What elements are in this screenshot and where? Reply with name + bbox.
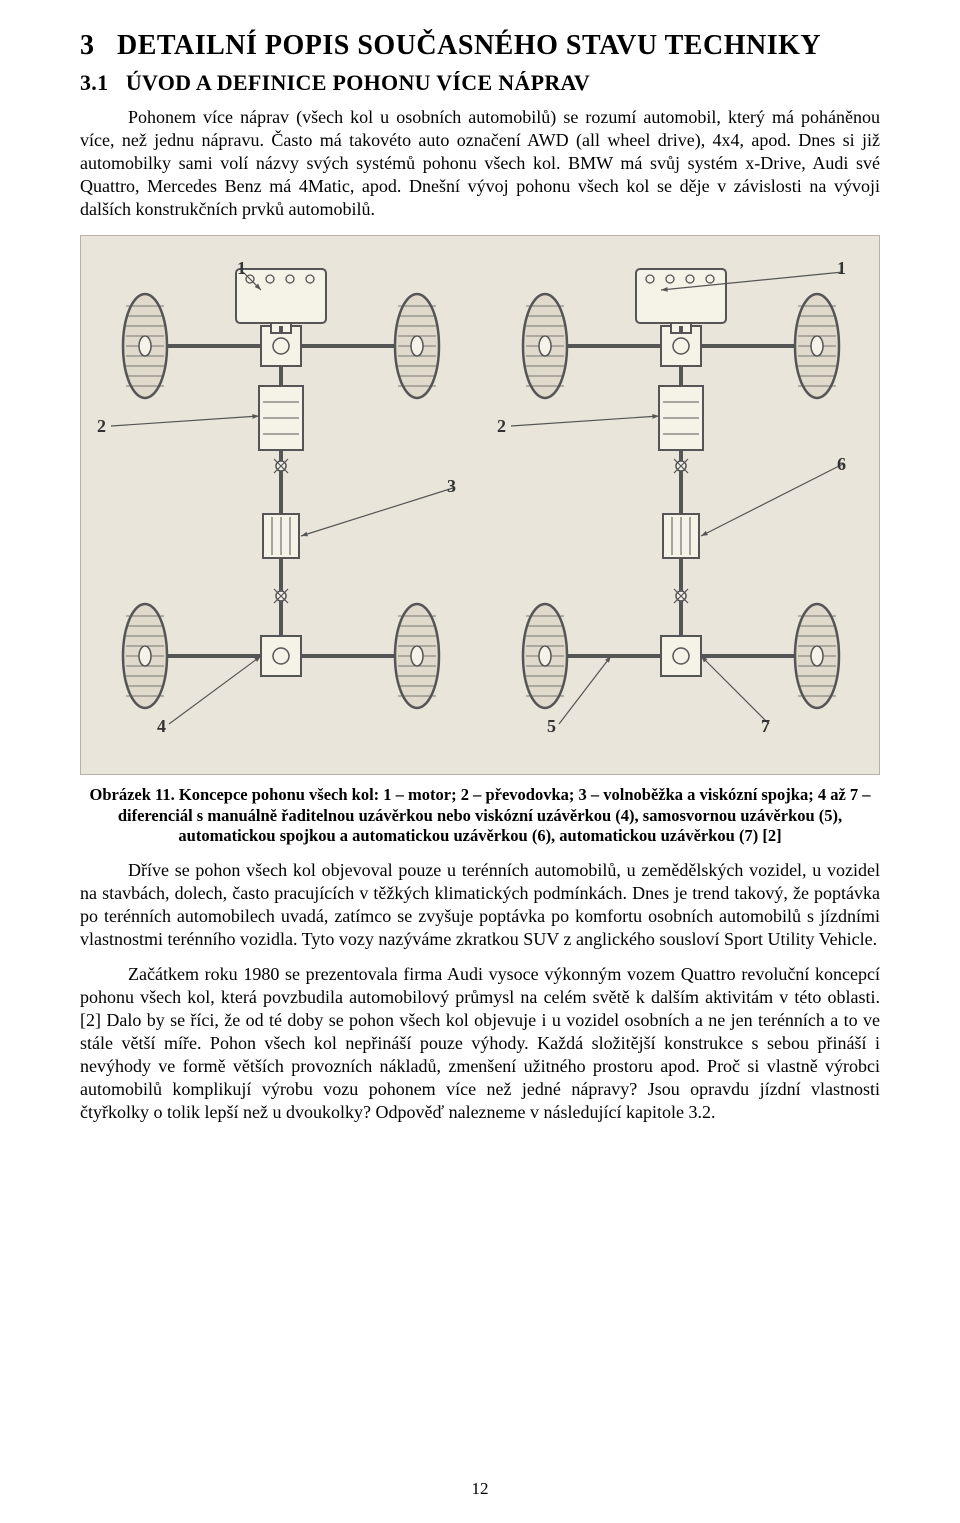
callout-label-1: 1 — [237, 258, 246, 279]
callout-label-4: 4 — [157, 716, 166, 737]
subsection-number: 3.1 — [80, 70, 108, 95]
figure-11-canvas: 1 2 3 4 1 2 5 6 7 — [80, 235, 880, 775]
subsection-title-text: ÚVOD A DEFINICE POHONU VÍCE NÁPRAV — [126, 70, 590, 95]
figure-caption-text: Koncepce pohonu všech kol: 1 – motor; 2 … — [118, 785, 871, 845]
section-title-text: DETAILNÍ POPIS SOUČASNÉHO STAVU TECHNIKY — [117, 30, 821, 61]
section-title: 3 DETAILNÍ POPIS SOUČASNÉHO STAVU TECHNI… — [80, 30, 880, 62]
callout-label-5: 5 — [547, 716, 556, 737]
drivetrain-schematic-icon — [81, 236, 881, 776]
figure-11: 1 2 3 4 1 2 5 6 7 Obrázek 11. Koncepce pohonu vš… — [80, 235, 880, 847]
paragraph-2: Dříve se pohon všech kol objevoval pouze… — [80, 859, 880, 951]
paragraph-1: Pohonem více náprav (všech kol u osobníc… — [80, 106, 880, 221]
figure-11-caption: Obrázek 11. Koncepce pohonu všech kol: 1… — [80, 785, 880, 847]
paragraph-3: Začátkem roku 1980 se prezentovala firma… — [80, 963, 880, 1124]
callout-label-6: 6 — [837, 454, 846, 475]
callout-label-7: 7 — [761, 716, 770, 737]
page-number: 12 — [0, 1479, 960, 1499]
subsection-title: 3.1 ÚVOD A DEFINICE POHONU VÍCE NÁPRAV — [80, 70, 880, 96]
section-number: 3 — [80, 30, 95, 61]
callout-label-3: 3 — [447, 476, 456, 497]
callout-label-2: 2 — [97, 416, 106, 437]
page: 3 DETAILNÍ POPIS SOUČASNÉHO STAVU TECHNI… — [0, 0, 960, 1523]
figure-label: Obrázek 11. — [89, 785, 174, 804]
callout-label-2: 2 — [497, 416, 506, 437]
callout-label-1: 1 — [837, 258, 846, 279]
